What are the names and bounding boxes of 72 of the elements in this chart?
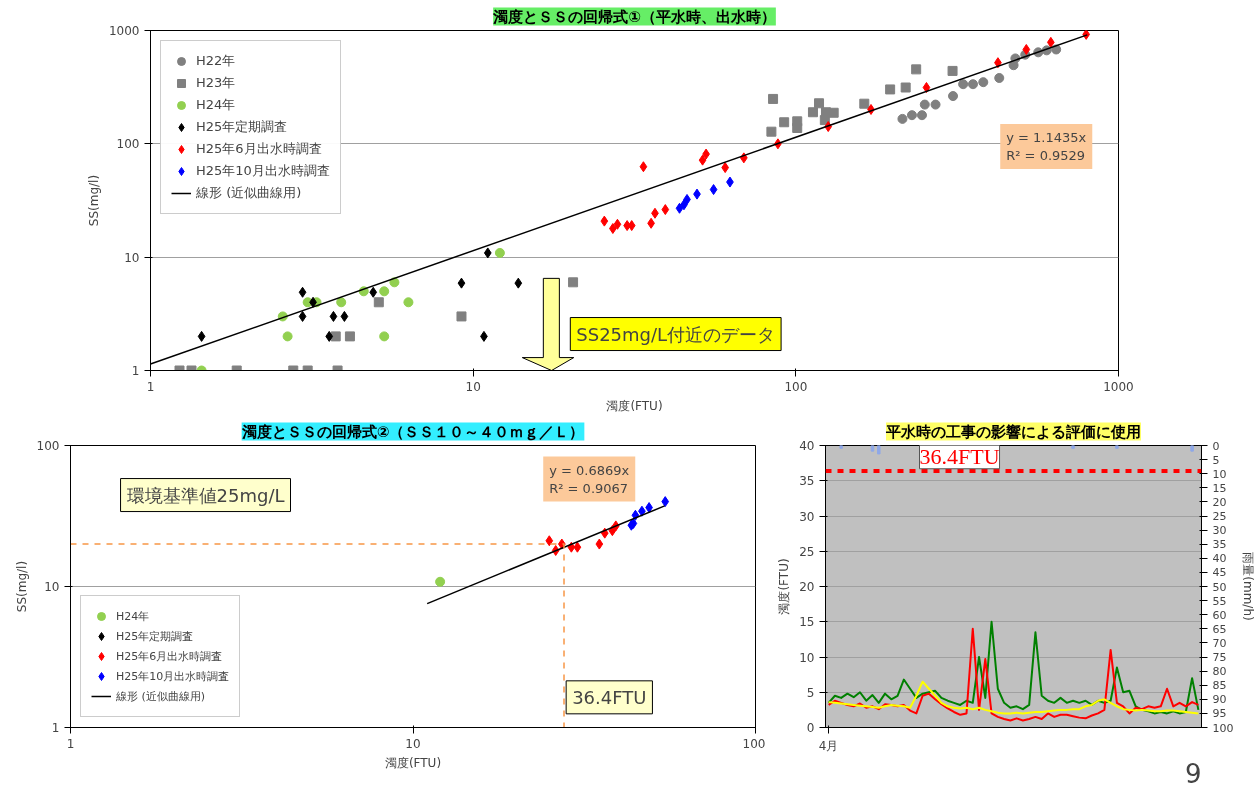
legend-label: H25年6月出水時調査 bbox=[116, 648, 223, 664]
y-tick-label: 0 bbox=[806, 721, 815, 735]
x-tick-label: 10 bbox=[465, 379, 481, 394]
y-tick-label: 100 bbox=[116, 137, 140, 152]
x-axis-title: 濁度(FTU) bbox=[606, 398, 663, 413]
y2-tick-label: 15 bbox=[1212, 481, 1227, 495]
y2-tick-label: 5 bbox=[1212, 453, 1220, 467]
y2-tick-label: 65 bbox=[1212, 622, 1227, 636]
y2-tick-label: 35 bbox=[1212, 538, 1227, 552]
y2-tick-label: 60 bbox=[1212, 608, 1227, 622]
y2-tick-label: 0 bbox=[1212, 439, 1220, 453]
y-tick-label: 15 bbox=[799, 615, 815, 630]
x-tick-label: 10 bbox=[405, 736, 421, 751]
legend-label: H23年 bbox=[196, 74, 236, 92]
chart-title: 濁度とＳＳの回帰式②（ＳＳ１０～４０ｍｇ／Ｌ） bbox=[240, 422, 585, 441]
y2-tick-label: 90 bbox=[1212, 693, 1227, 707]
y-tick-label: 20 bbox=[799, 580, 815, 594]
legend-label: H22年 bbox=[196, 52, 236, 70]
y2-tick-label: 20 bbox=[1212, 495, 1227, 509]
x-tick-label: 1 bbox=[66, 736, 75, 751]
legend-label: H24年 bbox=[196, 96, 236, 114]
x-tick-label: 100 bbox=[742, 736, 766, 751]
y-tick-label: 40 bbox=[799, 439, 815, 453]
y-tick-label: 10 bbox=[799, 650, 815, 665]
y2-tick-label: 40 bbox=[1212, 552, 1227, 566]
y-tick-label: 10 bbox=[44, 580, 60, 594]
legend-label: H24年 bbox=[116, 608, 150, 624]
text: 9 bbox=[1184, 758, 1202, 789]
legend-label: H25年定期調査 bbox=[196, 118, 288, 136]
y-tick-label: 1 bbox=[51, 721, 60, 735]
y2-tick-label: 70 bbox=[1212, 636, 1227, 650]
y2-axis-title: 雨量(mm/h) bbox=[1241, 552, 1256, 621]
annotation: y = 0.6869x R² = 0.9067 bbox=[549, 462, 630, 496]
y2-tick-label: 25 bbox=[1212, 510, 1227, 523]
y-tick-label: 35 bbox=[799, 474, 815, 489]
y-tick-label: 30 bbox=[799, 509, 815, 524]
y-tick-label: 5 bbox=[806, 685, 815, 700]
x-tick-label: 1 bbox=[146, 379, 155, 394]
y2-tick-label: 55 bbox=[1212, 594, 1227, 608]
legend-label: H25年6月出水時調査 bbox=[196, 140, 322, 158]
y-tick-label: 1 bbox=[131, 364, 140, 378]
legend-label: H25年10月出水時調査 bbox=[116, 668, 230, 684]
annotation: y = 1.1435x R² = 0.9529 bbox=[1006, 129, 1087, 163]
y2-tick-label: 30 bbox=[1212, 524, 1227, 538]
legend-label: H25年10月出水時調査 bbox=[196, 162, 330, 180]
y2-tick-label: 50 bbox=[1212, 580, 1227, 594]
annotation: 36.4FTU bbox=[572, 686, 647, 708]
legend-label: 線形 (近似曲線用) bbox=[116, 688, 206, 704]
legend-label: 線形 (近似曲線用) bbox=[196, 184, 302, 202]
y-tick-label: 25 bbox=[799, 544, 815, 559]
y2-tick-label: 45 bbox=[1212, 566, 1227, 580]
x-axis-title: 濁度(FTU) bbox=[384, 755, 442, 770]
y2-tick-label: 95 bbox=[1212, 707, 1227, 721]
y-axis-title: 濁度(FTU) bbox=[777, 558, 792, 615]
y-axis-title: SS(mg/l) bbox=[14, 560, 29, 613]
chart-title: 濁度とＳＳの回帰式①（平水時、出水時） bbox=[492, 7, 776, 26]
y-tick-label: 1000 bbox=[108, 24, 140, 38]
y2-tick-label: 75 bbox=[1212, 651, 1227, 664]
x-tick-label: 4月 bbox=[818, 738, 839, 753]
ref-line-label: 36.4FTU bbox=[919, 443, 1000, 469]
y-axis-title: SS(mg/l) bbox=[86, 174, 101, 227]
y2-tick-label: 10 bbox=[1212, 467, 1227, 481]
y2-tick-label: 100 bbox=[1212, 721, 1234, 735]
y2-tick-label: 80 bbox=[1212, 665, 1227, 679]
y2-tick-label: 85 bbox=[1212, 679, 1227, 693]
y-tick-label: 10 bbox=[124, 250, 140, 265]
chart-title: 平水時の工事の影響による評価に使用 bbox=[885, 422, 1141, 441]
annotation: SS25mg/L付近のデータ bbox=[576, 323, 776, 345]
annotation: 環境基準値25mg/L bbox=[126, 484, 285, 506]
legend-label: H25年定期調査 bbox=[116, 628, 194, 644]
x-tick-label: 1000 bbox=[1103, 379, 1134, 394]
y-tick-label: 100 bbox=[36, 439, 60, 453]
